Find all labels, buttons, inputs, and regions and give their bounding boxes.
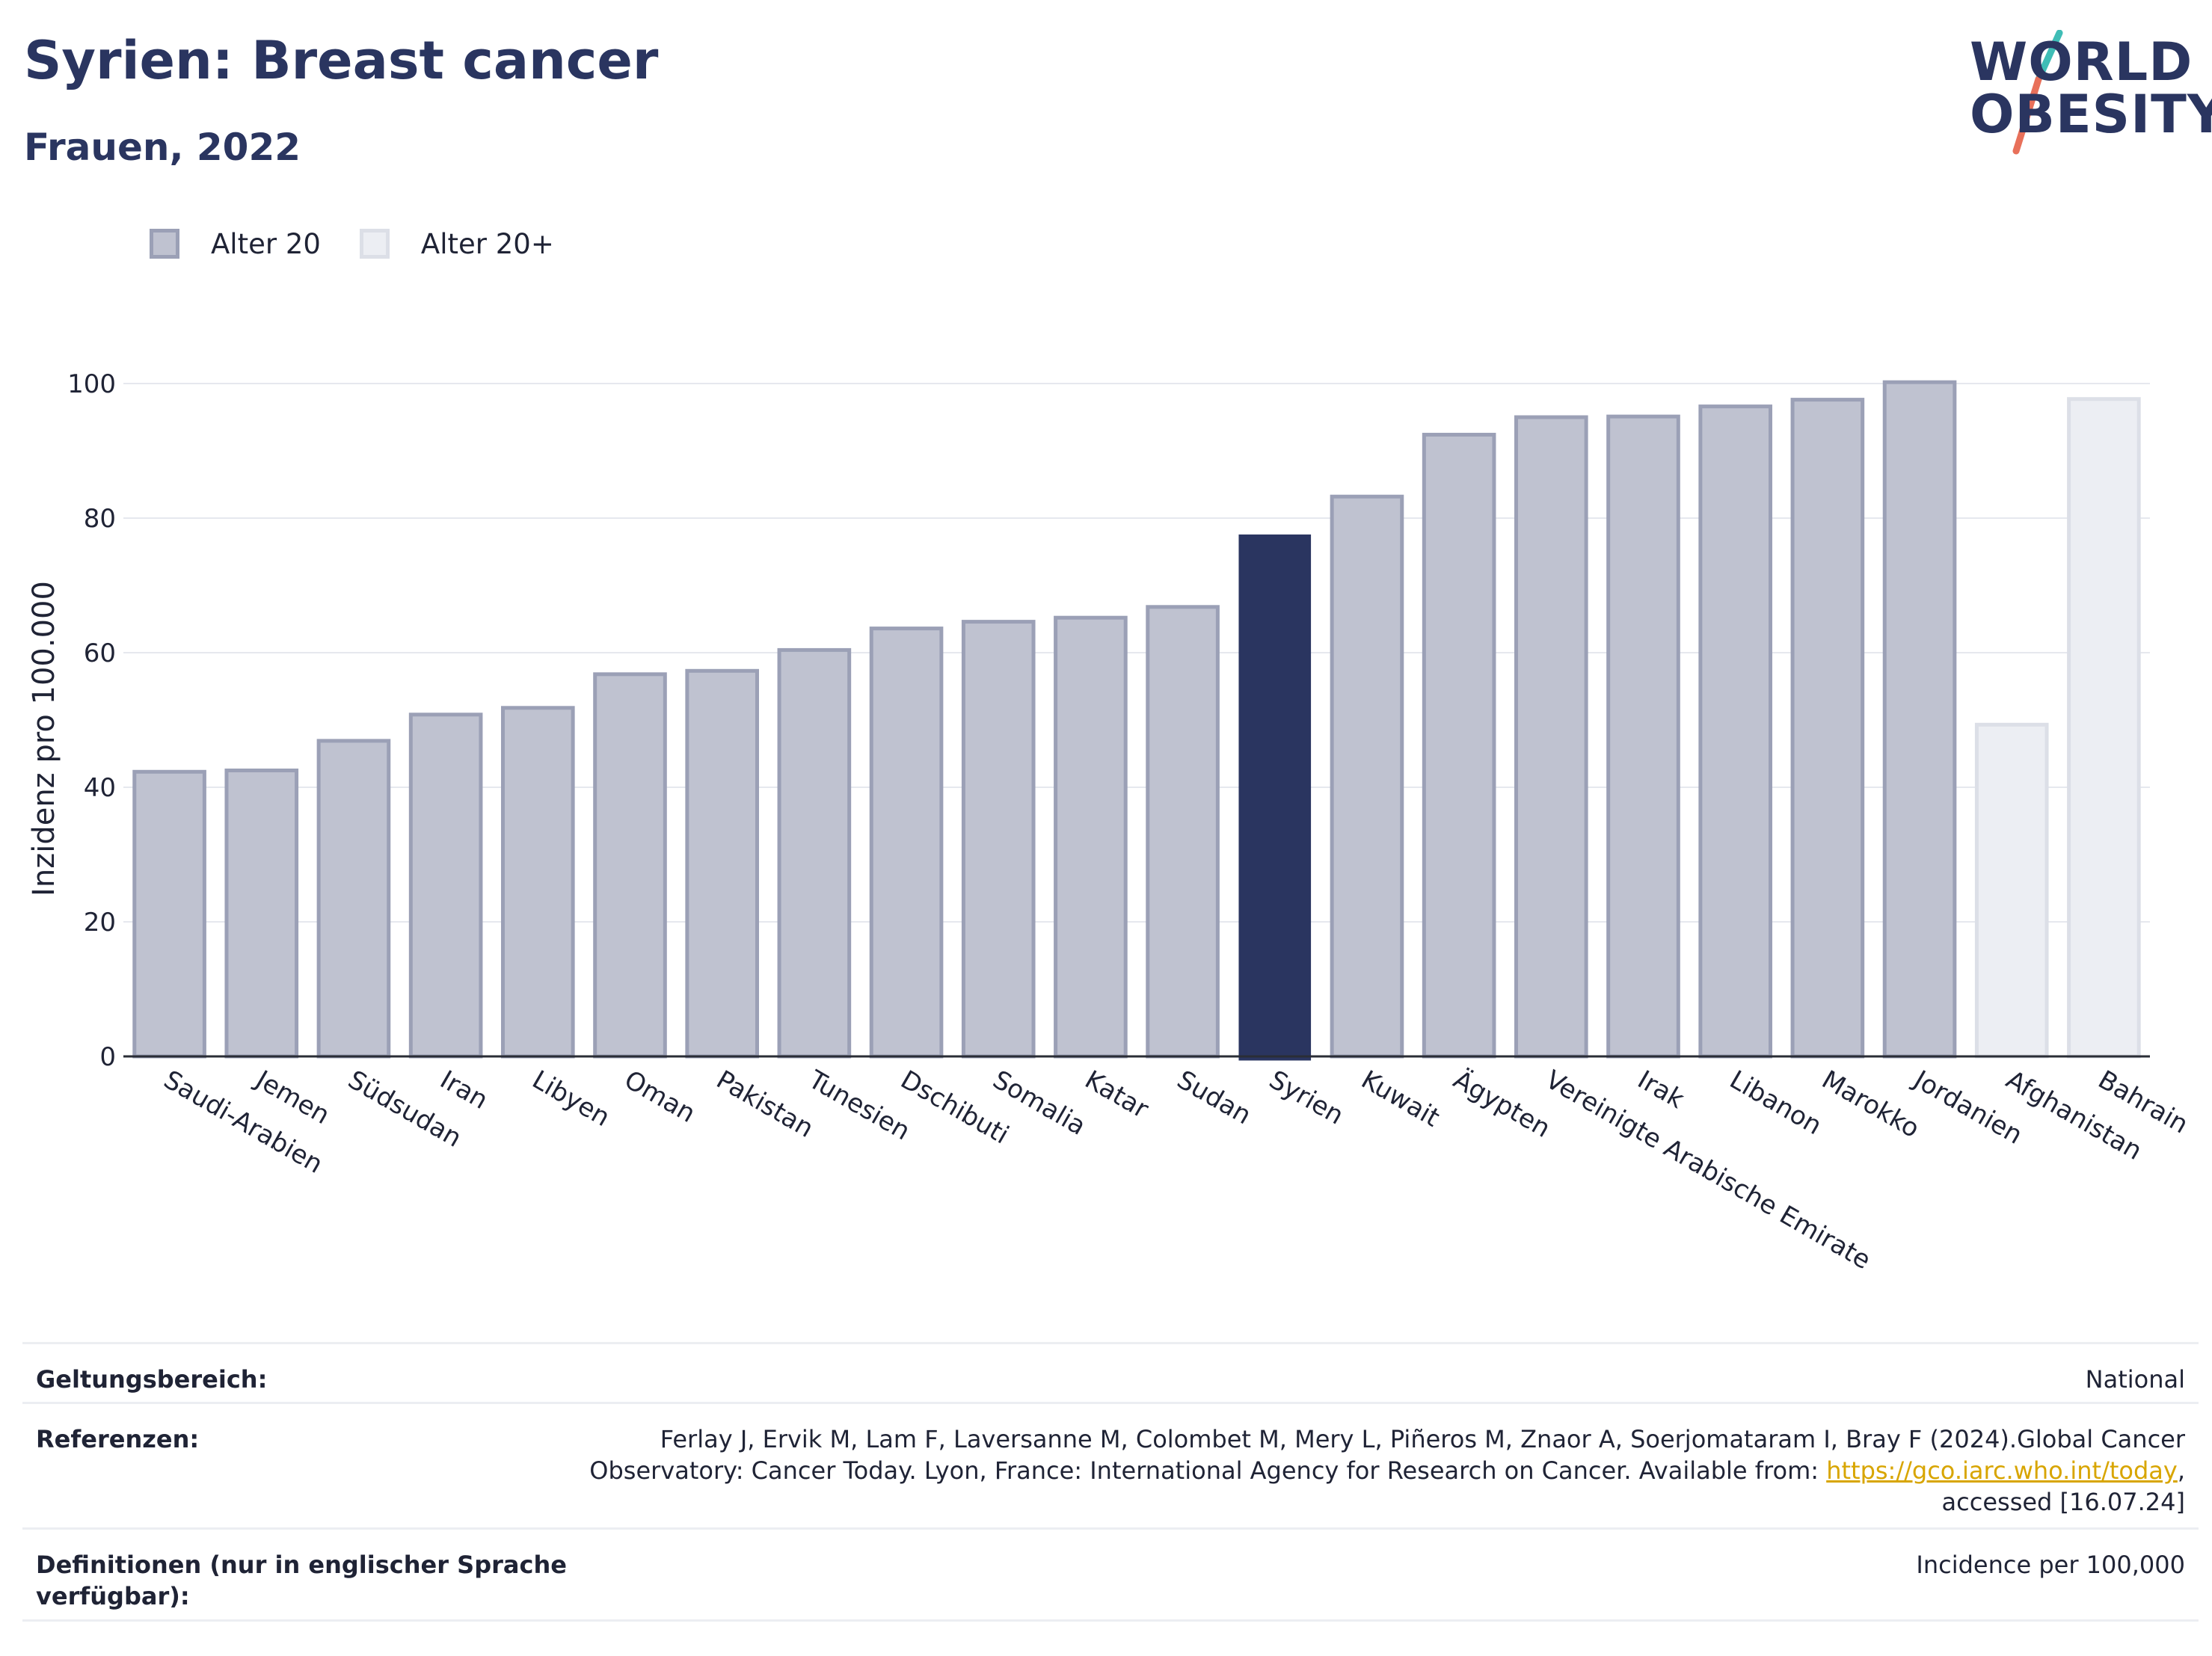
info-row-scope: Geltungsbereich: National — [22, 1342, 2199, 1402]
references-value: Ferlay J, Ervik M, Lam F, Laversanne M, … — [540, 1423, 2185, 1518]
x-tick-label: Iran — [435, 1065, 493, 1115]
bar-sudan — [1146, 605, 1220, 1059]
bar-südsudan — [316, 739, 391, 1059]
x-tick-label: Tunesien — [802, 1065, 915, 1147]
bar-dschibuti — [869, 627, 944, 1059]
bar-saudi-arabien — [132, 769, 206, 1059]
references-line-2: Observatory: Cancer Today. Lyon, France:… — [540, 1455, 2185, 1486]
chart-legend: Alter 20 Alter 20+ — [150, 221, 593, 266]
info-row-definitions: Definitionen (nur in englischer Sprache … — [22, 1527, 2199, 1622]
x-tick-label: Sudan — [1172, 1065, 1256, 1130]
x-tick-label: Ägypten — [1448, 1065, 1555, 1144]
legend-label-age20: Alter 20 — [211, 227, 321, 260]
references-label: Referenzen: — [36, 1425, 200, 1453]
references-link-suffix: , — [2177, 1456, 2185, 1485]
bar-oman — [593, 672, 667, 1059]
bar-irak — [1606, 414, 1680, 1059]
logo-text-obesity: OBESITY — [1970, 84, 2212, 145]
bar-ägypten — [1422, 432, 1496, 1059]
definitions-value: Incidence per 100,000 — [1916, 1551, 2185, 1579]
x-tick-label: Katar — [1080, 1065, 1154, 1124]
legend-swatch-age20 — [150, 229, 179, 259]
bar-afghanistan — [1974, 722, 2049, 1059]
scope-label: Geltungsbereich: — [36, 1365, 268, 1394]
bar-tunesien — [777, 647, 852, 1059]
logo-text-world: WORLD — [1970, 31, 2193, 93]
x-tick-label: Libyen — [527, 1065, 615, 1133]
chart-title: Syrien: Breast cancer — [24, 30, 659, 91]
y-tick-label-100: 100 — [67, 369, 116, 399]
x-tick-label: Vereinigte Arabische Emirate — [1540, 1065, 1875, 1275]
x-tick-label: Pakistan — [711, 1065, 818, 1144]
world-obesity-logo: WORLD OBESITY — [1959, 30, 2212, 164]
x-tick-label: Saudi-Arabien — [159, 1065, 328, 1180]
bar-libanon — [1698, 404, 1772, 1059]
bar-jordanien — [1882, 380, 1957, 1059]
y-axis-label: Inzidenz pro 100.000 — [27, 581, 61, 896]
y-tick-label-0: 0 — [99, 1042, 116, 1072]
bar-vereinigte-arabische-emirate — [1514, 415, 1588, 1059]
references-line-3: accessed [16.07.24] — [1941, 1488, 2185, 1516]
bar-kuwait — [1330, 494, 1404, 1059]
x-tick-label: Irak — [1632, 1065, 1689, 1115]
definitions-label: Definitionen (nur in englischer Sprache … — [36, 1551, 567, 1610]
y-tick-label-80: 80 — [84, 504, 116, 534]
references-link[interactable]: https://gco.iarc.who.int/today — [1826, 1456, 2178, 1485]
x-tick-label: Kuwait — [1356, 1065, 1444, 1133]
info-row-references: Referenzen: Ferlay J, Ervik M, Lam F, La… — [22, 1402, 2199, 1527]
bar-pakistan — [685, 668, 759, 1059]
bar-iran — [408, 712, 483, 1059]
legend-item-age20plus[interactable]: Alter 20+ — [359, 227, 554, 260]
bar-chart: 0 20 40 60 80 100 Inzidenz pro 100.000 Saudi-Ar… — [27, 369, 2193, 1275]
y-tick-label-40: 40 — [84, 773, 116, 803]
references-line-1: Ferlay J, Ervik M, Lam F, Laversanne M, … — [660, 1425, 2185, 1453]
bar-bahrain — [2067, 397, 2141, 1059]
bar-syrien — [1238, 534, 1312, 1061]
references-line-2-text: Observatory: Cancer Today. Lyon, France:… — [589, 1456, 1827, 1485]
bar-jemen — [224, 769, 299, 1059]
logo-slash-icon — [2012, 30, 2063, 155]
bar-somalia — [961, 620, 1036, 1059]
info-table: Geltungsbereich: National Referenzen: Fe… — [22, 1342, 2199, 1622]
y-tick-label-20: 20 — [84, 908, 116, 938]
y-tick-label-60: 60 — [84, 638, 116, 668]
legend-item-age20[interactable]: Alter 20 — [150, 228, 321, 260]
x-tick-label: Marokko — [1816, 1065, 1924, 1144]
legend-swatch-age20plus — [359, 229, 390, 259]
bar-marokko — [1790, 398, 1865, 1059]
x-tick-label: Oman — [619, 1065, 701, 1129]
bar-katar — [1054, 615, 1128, 1059]
x-tick-label: Libanon — [1724, 1065, 1827, 1141]
legend-label-age20plus: Alter 20+ — [420, 227, 554, 260]
chart-subtitle: Frauen, 2022 — [24, 126, 301, 169]
bar-libyen — [501, 706, 575, 1059]
x-tick-label: Syrien — [1264, 1065, 1348, 1130]
scope-value: National — [2085, 1365, 2185, 1394]
